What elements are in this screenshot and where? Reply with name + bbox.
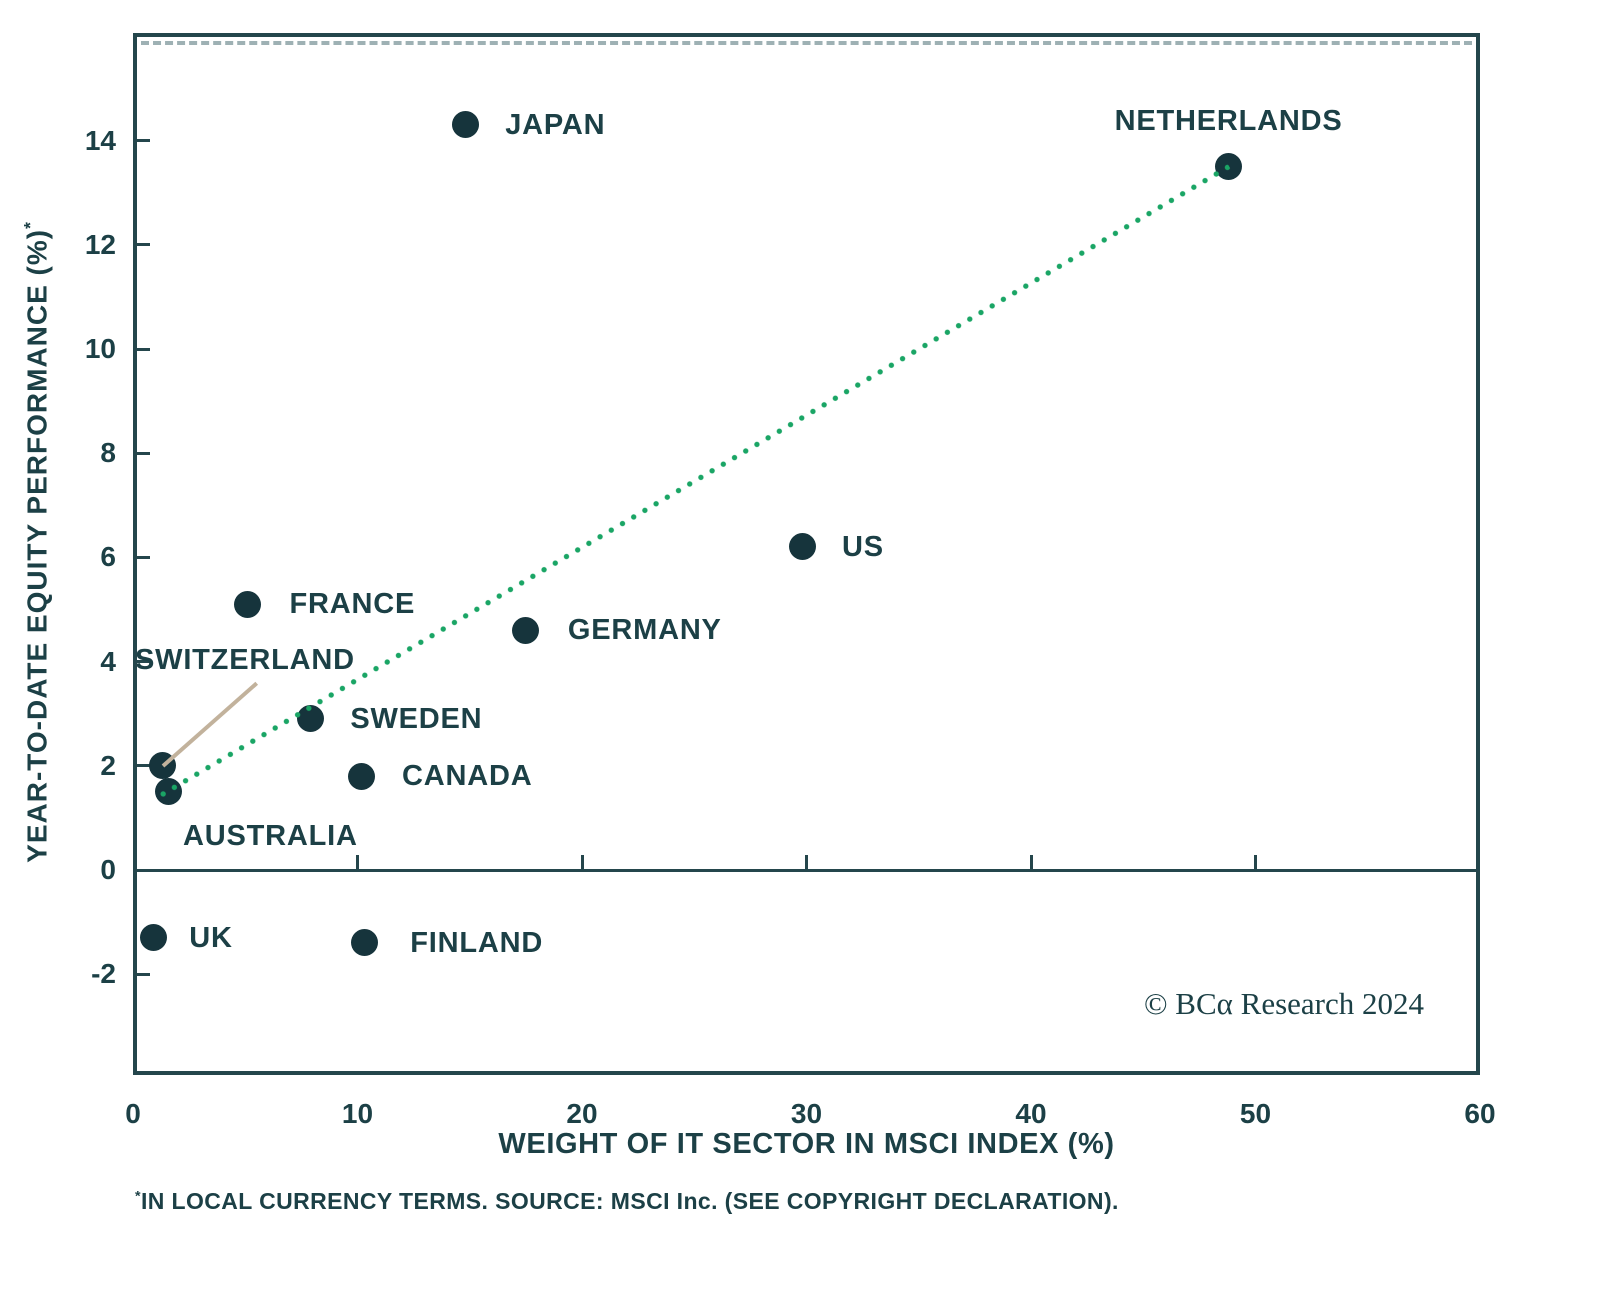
point-label-canada: CANADA: [401, 760, 533, 793]
x-tick-label: 0: [125, 1098, 141, 1129]
point-label-uk: UK: [189, 921, 233, 954]
point-label-us: US: [842, 530, 884, 563]
y-tick-label: 4: [100, 645, 116, 677]
x-tick-mark: [356, 855, 359, 870]
y-tick-label: 12: [84, 228, 116, 260]
y-tick-label: 8: [100, 437, 116, 469]
point-label-sweden: SWEDEN: [350, 702, 483, 735]
y-tick-label: -2: [91, 958, 116, 990]
zero-axis-line: [133, 868, 1480, 872]
y-tick-label: 14: [84, 124, 116, 156]
x-tick-mark: [1029, 855, 1033, 870]
switzerland-leader-line: [161, 681, 259, 768]
y-tick-label: 6: [100, 541, 116, 573]
data-point-germany: [512, 616, 540, 644]
y-tick-mark: [133, 347, 150, 351]
x-tick-mark: [1254, 855, 1257, 870]
y-tick-label: 10: [84, 333, 116, 364]
y-tick-mark: [133, 243, 150, 247]
point-label-france: FRANCE: [289, 588, 416, 621]
x-tick-label: 10: [341, 1098, 374, 1129]
y-tick-mark: [133, 555, 150, 559]
data-point-japan: [451, 111, 479, 139]
data-point-france: [233, 590, 261, 618]
x-tick-label: 30: [790, 1098, 823, 1129]
y-tick-mark: [133, 868, 150, 872]
y-axis-title-asterisk: *: [20, 221, 40, 229]
y-tick-label: 0: [100, 854, 116, 885]
point-label-finland: FINLAND: [410, 926, 544, 959]
x-axis-title: WEIGHT OF IT SECTOR IN MSCI INDEX (%): [498, 1128, 1115, 1160]
copyright-notice: © BCα Research 2024: [1144, 986, 1424, 1021]
y-tick-label: 2: [100, 749, 116, 781]
y-tick-mark: [133, 660, 150, 664]
data-point-uk: [139, 924, 167, 952]
top-dashed-line: [141, 41, 1472, 45]
y-tick-mark: [133, 972, 150, 976]
point-label-netherlands: NETHERLANDS: [1114, 104, 1343, 137]
point-label-switzerland: SWITZERLAND: [135, 644, 355, 676]
x-tick-mark: [805, 855, 808, 870]
y-tick-mark: [133, 451, 150, 455]
point-label-germany: GERMANY: [567, 614, 722, 647]
x-tick-label: 20: [566, 1098, 598, 1129]
data-point-canada: [348, 762, 376, 790]
x-tick-mark: [580, 855, 584, 870]
y-tick-mark: [133, 139, 150, 143]
y-tick-mark: [133, 764, 150, 768]
footnote: *IN LOCAL CURRENCY TERMS. SOURCE: MSCI I…: [135, 1188, 1119, 1215]
trendline: [156, 164, 1231, 800]
data-point-us: [788, 533, 816, 561]
x-tick-label: 50: [1239, 1098, 1272, 1129]
data-point-finland: [350, 929, 378, 957]
footnote-text: IN LOCAL CURRENCY TERMS. SOURCE: MSCI In…: [140, 1188, 1119, 1214]
plot-area: JAPAN NETHERLANDS US FRANCE GERMANY SWEDEN CAN…: [133, 33, 1480, 1075]
x-tick-label: 40: [1015, 1098, 1047, 1129]
x-tick-label: 60: [1464, 1098, 1496, 1129]
point-label-japan: JAPAN: [505, 108, 606, 141]
point-label-australia: AUSTRALIA: [183, 820, 358, 852]
footnote-asterisk: *: [135, 1188, 141, 1205]
